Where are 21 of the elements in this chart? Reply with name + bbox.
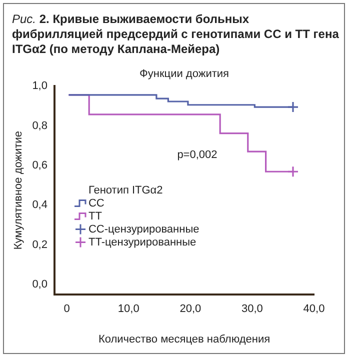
- chart-title: Рис. 2. Кривые выживаемости больных фибрилляцией предсердий с генотипами CC и TT гена ITGα2 (по методу Каплана-Мейера): [12, 12, 340, 57]
- x-axis-title: Количество месяцев наблюдения: [98, 333, 270, 346]
- legend-label: CC: [88, 197, 104, 210]
- chart-subtitle: Функции дожития: [140, 68, 230, 80]
- y-axis-title: Кумулятивное дожитие: [12, 130, 25, 250]
- x-tick-label: 40,0: [303, 303, 325, 316]
- x-tick-label: 10,0: [118, 303, 140, 316]
- x-tick-label: 30,0: [242, 303, 263, 316]
- y-tick-label: 0,0: [32, 278, 48, 291]
- legend-label: TT-цензурированные: [88, 236, 196, 248]
- x-tick-label: 20,0: [180, 303, 202, 316]
- x-tick-label: 0: [64, 303, 70, 316]
- legend-label: CC-цензурированные: [88, 223, 200, 236]
- y-tick-label: 0,4: [32, 199, 48, 212]
- y-tick-label: 0,6: [32, 160, 48, 172]
- legend-label: TT: [88, 210, 102, 222]
- legend-title: Генотип ITGα2: [88, 184, 163, 196]
- y-tick-label: 0,2: [32, 238, 48, 251]
- annotation: p=0,002: [177, 148, 218, 161]
- y-tick-label: 1,0: [32, 80, 48, 92]
- y-tick-label: 0,8: [32, 120, 48, 132]
